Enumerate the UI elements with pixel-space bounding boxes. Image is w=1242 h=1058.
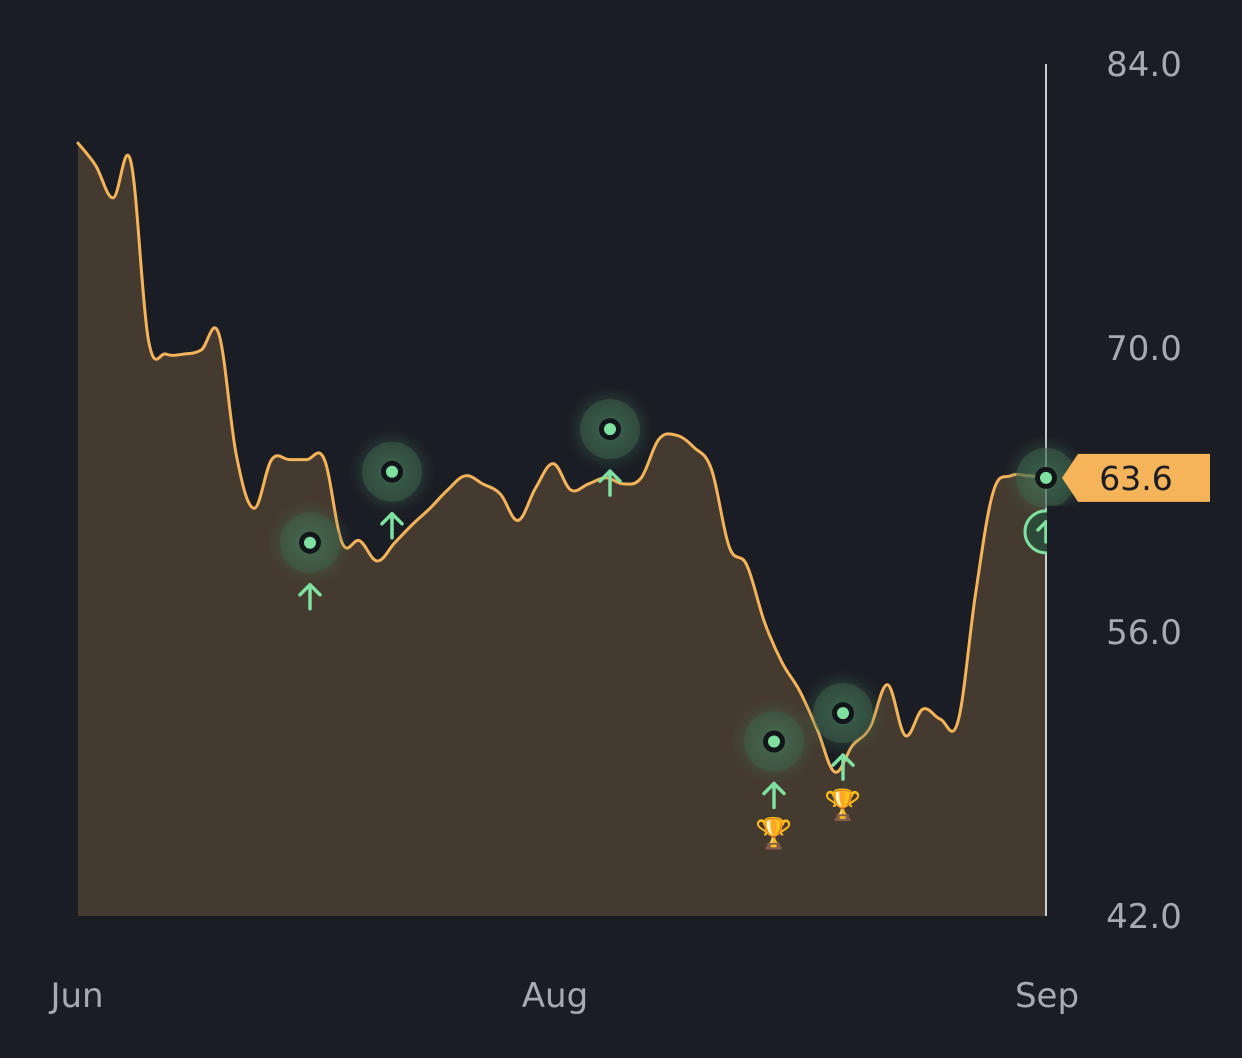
marker-inner-dot [604,423,616,436]
arrow-up-icon [831,753,855,781]
arrow-up-icon [762,781,786,810]
current-value-badge-bg [1062,453,1210,502]
marker-point[interactable] [348,427,436,516]
x-tick-label: Aug [522,976,588,1016]
y-tick-label: 84.0 [1106,45,1182,85]
arrow-circle-clip [1047,505,1075,558]
current-value-label: 63.6 [1099,459,1172,498]
arrow-up-head [762,781,786,796]
arrow-up-icon [298,582,322,611]
marker-inner-dot [386,465,398,478]
marker-inner-dot [768,735,780,748]
marker-point[interactable] [730,697,818,786]
marker-inner-dot [304,536,316,549]
marker-inner-dot [837,707,849,720]
y-tick-label: 70.0 [1106,329,1182,369]
arrow-up-head [831,753,855,767]
arrow-up-head [298,582,322,597]
trophy-icon: 🏆 [755,816,792,852]
arrow-up-head [380,511,404,526]
arrow-up-icon [380,511,404,540]
series-line [76,141,1048,774]
arrow-up-icon [598,469,622,497]
y-tick-label: 56.0 [1106,613,1182,653]
arrow-up-head [598,469,622,483]
marker-point[interactable] [266,498,354,587]
trophy-icon: 🏆 [824,787,861,823]
x-tick-label: Sep [1015,976,1079,1016]
marker-point[interactable] [1002,433,1090,522]
x-tick-label: Jun [48,976,103,1016]
y-tick-label: 42.0 [1106,897,1182,937]
marker-inner-dot [1040,471,1052,484]
marker-point[interactable] [566,385,654,474]
current-value-badge: 63.6 [1062,453,1210,502]
marker-point[interactable] [799,669,887,758]
arrow-up-circle-icon [1023,505,1075,558]
area-fill [78,143,1046,917]
